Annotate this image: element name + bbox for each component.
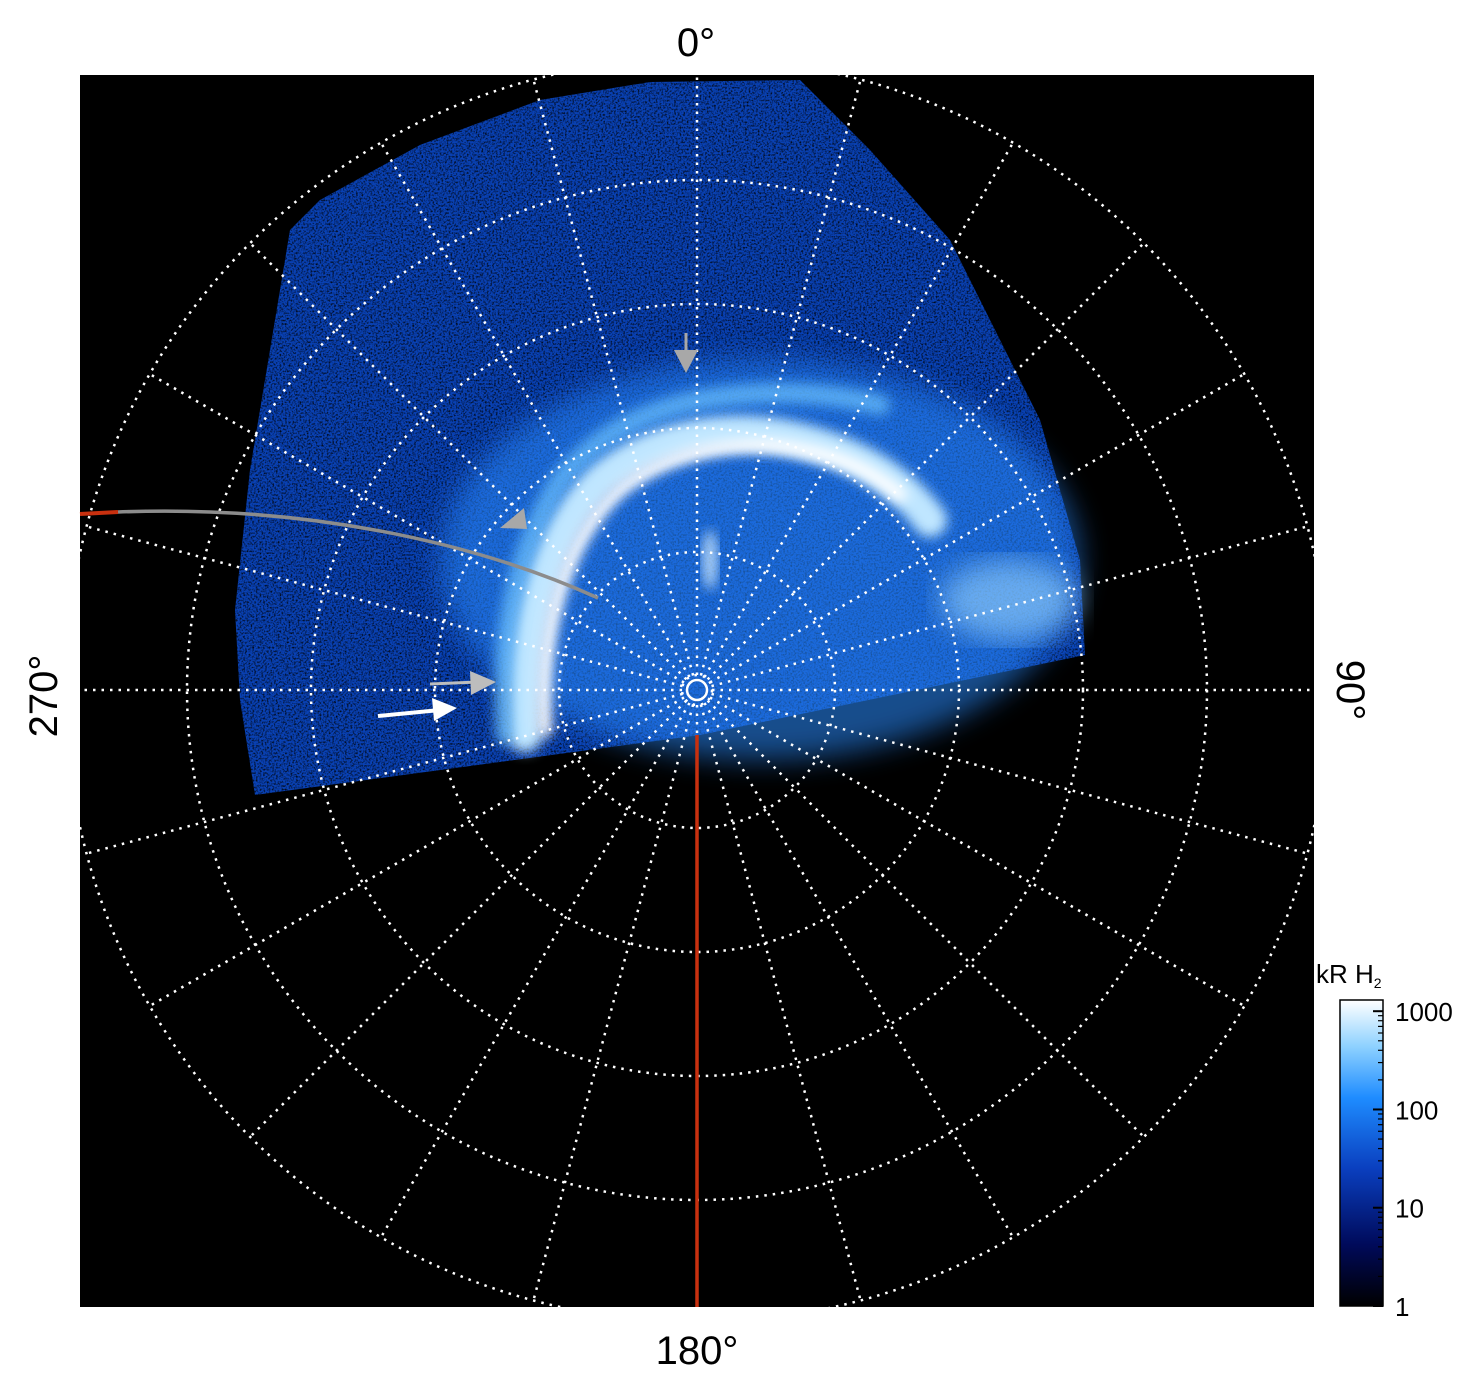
colorbar-tick-label: 100 (1395, 1095, 1438, 1125)
grid-spoke (86, 525, 683, 688)
grid-spoke (249, 699, 688, 1138)
bright-patch (940, 560, 1080, 640)
colorbar-gradient (1339, 999, 1384, 1307)
grid-spoke (149, 372, 685, 684)
arrow-white-right (377, 698, 457, 721)
label-180-deg: 180° (656, 1329, 739, 1373)
main-oval-core (537, 438, 907, 737)
grid-spoke (86, 692, 683, 855)
grid-spoke (379, 142, 691, 678)
colorbar-tick-label: 1 (1395, 1292, 1409, 1322)
arrow-gray-top (674, 333, 698, 373)
grid-spoke (703, 142, 1015, 678)
grid-spoke (532, 704, 695, 1301)
colorbar-tick-label: 1000 (1395, 997, 1453, 1027)
colorbar: kR H2 1000 100 10 1 (1316, 959, 1453, 1322)
grid-spoke (149, 696, 685, 1008)
pole-marker (685, 678, 709, 702)
grid-spoke (249, 242, 688, 681)
grid-spoke (711, 525, 1308, 688)
trajectory-red-segment (79, 510, 119, 516)
grid-circle (557, 550, 837, 830)
arrow-gray-left (500, 508, 527, 529)
colorbar-tick-label: 10 (1395, 1194, 1424, 1224)
arrow-gray-right (429, 671, 496, 695)
grid-spoke (706, 242, 1145, 681)
grid-spoke (706, 699, 1145, 1138)
grid-circle (309, 302, 1085, 1078)
grid-spoke (379, 702, 691, 1238)
inner-filament (702, 530, 718, 590)
grid-spoke (709, 696, 1245, 1008)
polar-grid (80, 75, 1314, 1307)
grid-spoke (703, 702, 1015, 1238)
label-90-deg: 90° (1328, 660, 1372, 721)
trajectory-line (117, 509, 599, 600)
label-0-deg: 0° (677, 21, 715, 65)
grid-spoke (532, 79, 695, 676)
outer-arc (493, 383, 890, 745)
grid-spoke (711, 692, 1308, 855)
grid-spoke (699, 79, 862, 676)
grid-spoke (709, 372, 1245, 684)
colorbar-title: kR H2 (1316, 959, 1382, 991)
auroral-emission-image (235, 80, 1085, 795)
grid-spoke (699, 704, 862, 1301)
label-270-deg: 270° (22, 655, 66, 738)
